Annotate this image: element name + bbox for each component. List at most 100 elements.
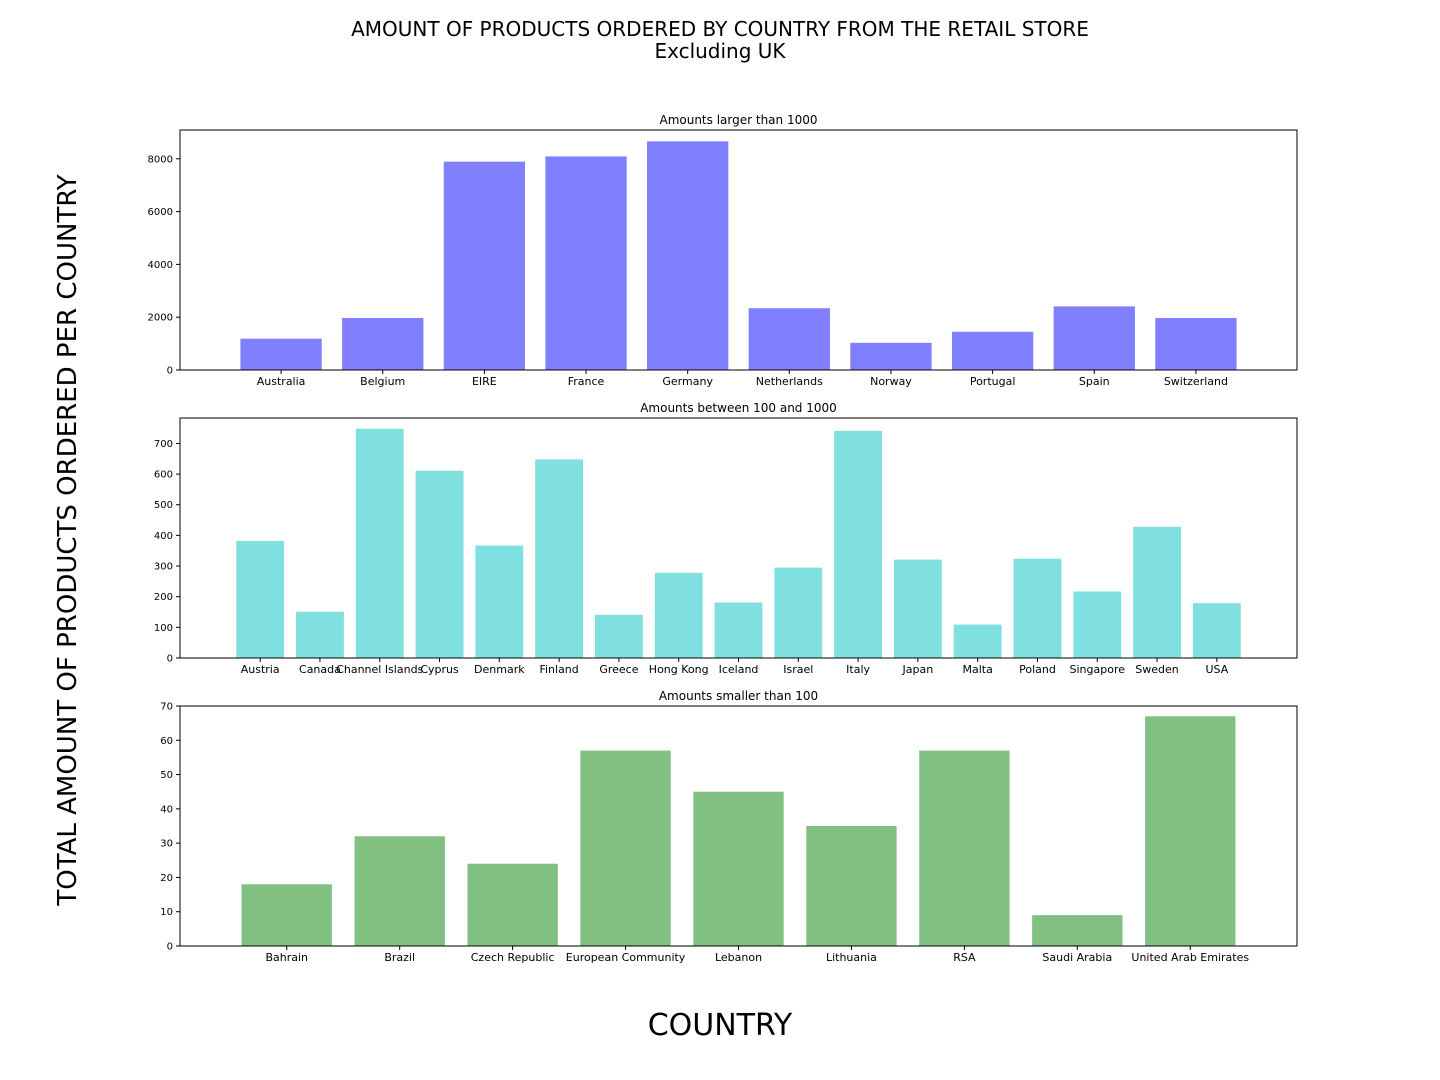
- subplot-1: Amounts larger than 1000 Australia Belgium…: [148, 113, 1298, 388]
- x-tick-label: United Arab Emirates: [1131, 951, 1249, 964]
- y-tick-label: 200: [154, 592, 173, 603]
- figure-title-line2: Excluding UK: [654, 39, 786, 63]
- y-tick-label: 6000: [148, 207, 173, 218]
- x-tick-label: Channel Islands: [336, 663, 423, 676]
- x-tick-label: France: [568, 375, 605, 388]
- x-tick-label: Poland: [1019, 663, 1056, 676]
- bar-spain: [1053, 306, 1135, 370]
- y-tick-label: 100: [154, 623, 173, 634]
- y-tick-label: 2000: [148, 313, 173, 324]
- bar-italy: [834, 430, 882, 658]
- bar-canada: [296, 611, 344, 658]
- x-tick-label: RSA: [953, 951, 976, 964]
- x-tick-label: Finland: [539, 663, 578, 676]
- figure-title: AMOUNT OF PRODUCTS ORDERED BY COUNTRY FR…: [0, 18, 1440, 62]
- subplot-title: Amounts larger than 1000: [659, 113, 817, 127]
- bar-rsa: [919, 750, 1010, 946]
- y-tick-label: 4000: [148, 260, 173, 271]
- x-tick-label: Italy: [846, 663, 870, 676]
- x-tick-label: Israel: [783, 663, 813, 676]
- y-tick-label: 20: [160, 873, 173, 884]
- x-tick-label: Lebanon: [715, 951, 762, 964]
- bar-norway: [850, 342, 932, 370]
- x-tick-label: Denmark: [474, 663, 525, 676]
- bar-cyprus: [415, 470, 464, 658]
- y-tick-label: 0: [167, 942, 173, 953]
- figure-title-line1: AMOUNT OF PRODUCTS ORDERED BY COUNTRY FR…: [351, 17, 1089, 41]
- y-tick-label: 70: [160, 702, 173, 713]
- y-tick-label: 500: [154, 500, 173, 511]
- bar-denmark: [475, 545, 524, 658]
- y-tick-label: 10: [160, 907, 173, 918]
- x-tick-label: Norway: [870, 375, 912, 388]
- x-tick-label: Belgium: [360, 375, 405, 388]
- bar-sweden: [1133, 526, 1181, 658]
- x-tick-label: Hong Kong: [649, 663, 709, 676]
- y-tick-label: 0: [167, 366, 173, 377]
- bar-switzerland: [1155, 317, 1237, 370]
- bar-saudi-arabia: [1032, 915, 1123, 946]
- bar-netherlands: [748, 308, 830, 370]
- bar-hong-kong: [654, 572, 703, 658]
- bar-israel: [774, 567, 823, 658]
- y-tick-label: 0: [167, 654, 173, 665]
- x-tick-label: Singapore: [1070, 663, 1126, 676]
- x-tick-label: Czech Republic: [471, 951, 555, 964]
- x-tick-label: Saudi Arabia: [1042, 951, 1112, 964]
- bar-portugal: [951, 331, 1034, 370]
- subplot-title: Amounts between 100 and 1000: [640, 401, 837, 415]
- bar-european-community: [580, 750, 671, 946]
- x-tick-label: Sweden: [1135, 663, 1178, 676]
- y-tick-label: 400: [154, 531, 173, 542]
- x-tick-label: Spain: [1079, 375, 1110, 388]
- figure-x-axis-label: COUNTRY: [647, 1008, 793, 1043]
- bar-brazil: [354, 836, 445, 946]
- bar-finland: [535, 459, 584, 658]
- x-tick-label: European Community: [566, 951, 686, 964]
- x-tick-label: Lithuania: [826, 951, 877, 964]
- y-tick-label: 8000: [148, 154, 173, 165]
- bar-lithuania: [806, 826, 897, 946]
- x-tick-label: Japan: [902, 663, 934, 676]
- x-tick-label: Malta: [962, 663, 992, 676]
- x-tick-label: Portugal: [970, 375, 1016, 388]
- bar-united-arab-emirates: [1145, 716, 1236, 946]
- y-tick-label: 50: [160, 770, 173, 781]
- bar-japan: [893, 559, 942, 658]
- x-tick-label: EIRE: [472, 375, 497, 388]
- bar-iceland: [714, 602, 763, 658]
- x-tick-label: Switzerland: [1164, 375, 1228, 388]
- x-tick-label: Greece: [599, 663, 638, 676]
- bar-bahrain: [241, 884, 332, 946]
- bar-eire: [443, 161, 526, 370]
- subplot-3: Amounts smaller than 100 Bahrain Brazil Cze…: [160, 689, 1298, 964]
- x-tick-label: Bahrain: [265, 951, 308, 964]
- x-tick-label: USA: [1205, 663, 1228, 676]
- subplot-2: Amounts between 100 and 1000 Austria Canad…: [154, 401, 1298, 676]
- bar-lebanon: [693, 791, 784, 946]
- y-tick-label: 60: [160, 736, 173, 747]
- y-tick-label: 30: [160, 839, 173, 850]
- bar-austria: [236, 540, 285, 658]
- bar-australia: [240, 338, 322, 370]
- x-tick-label: Cyprus: [420, 663, 459, 676]
- bar-czech-republic: [467, 863, 558, 946]
- x-tick-label: Germany: [662, 375, 713, 388]
- y-tick-label: 700: [154, 439, 173, 450]
- bar-poland: [1013, 558, 1062, 658]
- bar-singapore: [1073, 591, 1122, 658]
- x-tick-label: Australia: [257, 375, 306, 388]
- x-tick-label: Iceland: [719, 663, 759, 676]
- y-tick-label: 40: [160, 804, 173, 815]
- bar-belgium: [342, 317, 424, 370]
- x-tick-label: Austria: [241, 663, 280, 676]
- y-tick-label: 600: [154, 470, 173, 481]
- bar-channel-islands: [355, 428, 404, 658]
- x-tick-label: Brazil: [384, 951, 415, 964]
- x-tick-label: Netherlands: [756, 375, 823, 388]
- bar-malta: [953, 624, 1002, 658]
- axes-frame: [179, 129, 1298, 371]
- bar-germany: [647, 141, 729, 370]
- subplot-title: Amounts smaller than 100: [659, 689, 818, 703]
